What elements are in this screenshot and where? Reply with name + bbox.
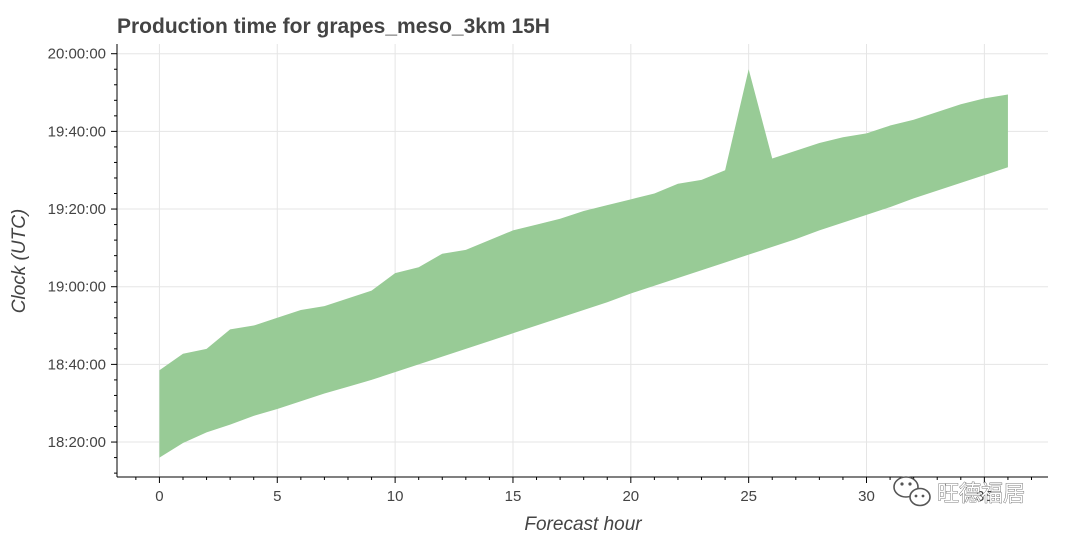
chart-title: Production time for grapes_meso_3km 15H xyxy=(117,15,550,38)
x-tick-label: 10 xyxy=(387,488,404,505)
x-tick-label: 0 xyxy=(155,488,163,505)
x-axis-ticks: 0 5 10 15 20 25 30 35 xyxy=(135,477,1033,505)
watermark: 旺德福居 xyxy=(893,476,1025,507)
y-tick-label: 19:40:00 xyxy=(48,123,106,140)
y-axis-ticks: 18:20:00 18:40:00 19:00:00 19:20:00 19:40:00… xyxy=(48,46,117,474)
x-tick-label: 35 xyxy=(976,488,993,505)
x-axis-label: Forecast hour xyxy=(524,514,642,535)
watermark-text: 旺德福居 xyxy=(937,482,1025,507)
wechat-icon xyxy=(893,476,931,507)
y-tick-label: 20:00:00 xyxy=(48,46,106,63)
x-tick-label: 5 xyxy=(273,488,281,505)
y-tick-label: 18:20:00 xyxy=(48,434,106,451)
x-tick-label: 30 xyxy=(858,488,875,505)
y-axis-label: Clock (UTC) xyxy=(9,209,30,314)
x-tick-label: 20 xyxy=(622,488,639,505)
x-tick-label: 15 xyxy=(505,488,522,505)
y-tick-label: 19:00:00 xyxy=(48,279,106,296)
y-tick-label: 18:40:00 xyxy=(48,356,106,373)
area-layer xyxy=(159,69,1008,458)
production-time-band xyxy=(159,69,1008,458)
y-tick-label: 19:20:00 xyxy=(48,201,106,218)
x-tick-label: 25 xyxy=(740,488,757,505)
